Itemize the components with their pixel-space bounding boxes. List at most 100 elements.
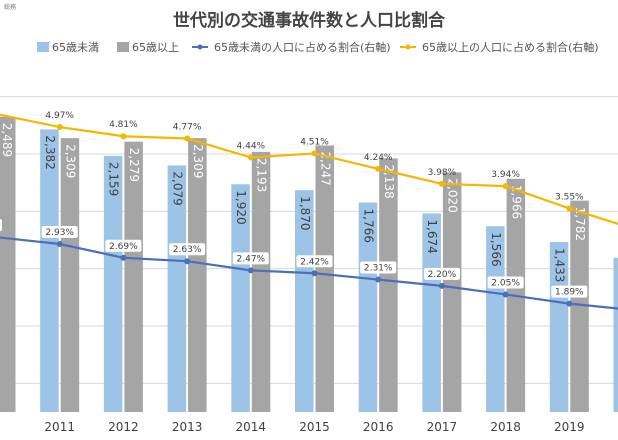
point-under65-rate-2015 <box>311 270 318 277</box>
bar-label-over65-2019: 1,782 <box>573 207 587 241</box>
bar-label-under65-2019: 1,433 <box>553 248 567 282</box>
legend-swatch-0 <box>37 42 49 52</box>
bar-label-over65-2014: 2,193 <box>255 158 269 192</box>
x-tick-label-2015: 2015 <box>299 420 330 434</box>
bar-label-under65-2014: 1,920 <box>234 190 248 224</box>
point-over65-rate-2019 <box>566 205 573 212</box>
bar-label-under65-2018: 1,566 <box>489 232 503 266</box>
legend-swatch-1 <box>117 42 129 52</box>
bar-label-over65-2013: 2,309 <box>191 144 205 178</box>
data-label-under65-rate-2019: 1.89% <box>555 288 584 298</box>
data-label-over65-rate-2016: 4.24% <box>364 153 393 163</box>
bar-over65-2015 <box>315 145 334 413</box>
data-label-bg-under65-rate-2014 <box>232 252 269 265</box>
x-tick-label-2019: 2019 <box>554 420 585 434</box>
bar-label-over65-2015: 2,247 <box>318 151 332 185</box>
bar-under65-2016 <box>358 202 378 412</box>
point-under65-rate-2012 <box>120 254 127 261</box>
data-label-over65-rate-2018: 3.94% <box>491 170 520 180</box>
point-over65-rate-2017 <box>438 180 445 187</box>
bar-over65-2011 <box>60 138 80 412</box>
chart-title: 世代別の交通事故件数と人口比割合 <box>173 10 446 31</box>
data-label-over65-rate-2011: 4.97% <box>45 111 74 121</box>
bar-under65-2015 <box>295 190 314 412</box>
x-tick-label-2011: 2011 <box>44 420 75 434</box>
point-over65-rate-2018 <box>502 183 509 190</box>
bar-under65-partial <box>613 257 618 412</box>
bar-under65-2014 <box>231 184 250 412</box>
x-tick-label-2016: 2016 <box>363 420 394 434</box>
point-over65-rate-2014 <box>247 154 254 161</box>
legend-label-3: 65歳以上の人口に占める割合(右軸) <box>422 40 599 54</box>
bar-label-over65-2017: 2,020 <box>446 178 460 212</box>
data-label-under65-rate-2011: 2.93% <box>45 228 74 238</box>
bar-label-over65-2018: 1,966 <box>509 185 523 219</box>
point-over65-rate-2013 <box>184 135 191 142</box>
data-label-bg-under65-rate-2017 <box>423 267 460 280</box>
bar-label-under65-2015: 1,870 <box>298 196 312 230</box>
bar-over65-2012 <box>124 141 143 412</box>
point-under65-rate-2018 <box>502 291 509 298</box>
bar-label-under65-2013: 2,079 <box>170 171 184 205</box>
data-label-over65-rate-2013: 4.77% <box>173 123 202 133</box>
legend-label-1: 65歳以上 <box>132 41 179 54</box>
data-label-bg-under65-rate-2016 <box>360 261 397 274</box>
data-label-over65-rate-2015: 4.51% <box>300 137 329 147</box>
bar-label-over65-2011: 2,309 <box>63 144 77 178</box>
data-label-over65-rate-2014: 4.44% <box>237 141 266 151</box>
point-under65-rate-2011 <box>56 241 63 248</box>
bar-label-over65-0: 2,489 <box>0 123 14 157</box>
bar-under65-2019 <box>549 242 569 412</box>
data-label-bg-under65-rate-2015 <box>296 255 333 268</box>
data-label-over65-rate-0: % <box>0 98 1 108</box>
point-under65-rate-2014 <box>247 267 254 274</box>
bar-under65-2013 <box>167 165 187 412</box>
bar-over65-2016 <box>379 158 398 412</box>
data-label-under65-rate-2014: 2.47% <box>237 254 266 264</box>
point-over65-rate-2015 <box>311 150 318 157</box>
bar-label-under65-2012: 2,159 <box>107 162 121 196</box>
bar-label-under65-2017: 1,674 <box>425 219 439 253</box>
x-tick-label-2012: 2012 <box>108 420 139 434</box>
x-tick-label-2017: 2017 <box>427 420 458 434</box>
point-over65-rate-2011 <box>56 124 63 131</box>
bar-under65-2017 <box>422 213 441 412</box>
bar-under65-2012 <box>103 155 123 412</box>
data-label-over65-rate-2012: 4.81% <box>109 120 138 130</box>
data-label-under65-rate-2018: 2.05% <box>491 278 520 288</box>
corner-note: 総務 <box>4 4 17 11</box>
data-label-bg-under65-rate-2011 <box>41 226 78 239</box>
data-label-over65-rate-2017: 3.98% <box>428 168 457 178</box>
data-label-under65-rate-2016: 2.31% <box>364 264 393 274</box>
data-label-under65-rate-2012: 2.69% <box>109 242 138 252</box>
x-tick-label-2013: 2013 <box>172 420 203 434</box>
bar-label-under65-2016: 1,766 <box>361 209 375 243</box>
bar-label-under65-2011: 2,382 <box>43 135 57 169</box>
data-label-under65-rate-2015: 2.42% <box>300 257 329 267</box>
bar-under65-2018 <box>486 226 505 412</box>
data-label-bg-under65-rate-2012 <box>105 239 142 252</box>
x-tick-label-2018: 2018 <box>490 420 521 434</box>
point-over65-rate-2012 <box>120 133 127 140</box>
point-under65-rate-2017 <box>438 282 445 289</box>
bar-over65-2019 <box>570 200 589 412</box>
data-label-bg-under65-rate-2018 <box>487 276 524 289</box>
legend-marker-3 <box>405 44 411 50</box>
point-under65-rate-2013 <box>184 258 191 265</box>
legend-label-0: 65歳未満 <box>52 41 99 54</box>
data-label-bg-under65-rate-0 <box>0 219 2 232</box>
data-label-under65-rate-2017: 2.20% <box>428 270 457 280</box>
bar-over65-2014 <box>251 151 271 413</box>
legend-marker-2 <box>197 44 203 50</box>
data-label-bg-under65-rate-2019 <box>551 285 588 298</box>
point-under65-rate-2019 <box>566 300 573 307</box>
legend-label-2: 65歳未満の人口に占める割合(右軸) <box>214 40 391 54</box>
bar-over65-2017 <box>442 172 462 412</box>
data-label-over65-rate-2019: 3.55% <box>555 192 584 202</box>
x-tick-label-2014: 2014 <box>236 420 267 434</box>
bar-under65-2011 <box>40 129 59 413</box>
bar-label-over65-2012: 2,279 <box>127 148 141 182</box>
bar-over65-0 <box>0 116 16 412</box>
